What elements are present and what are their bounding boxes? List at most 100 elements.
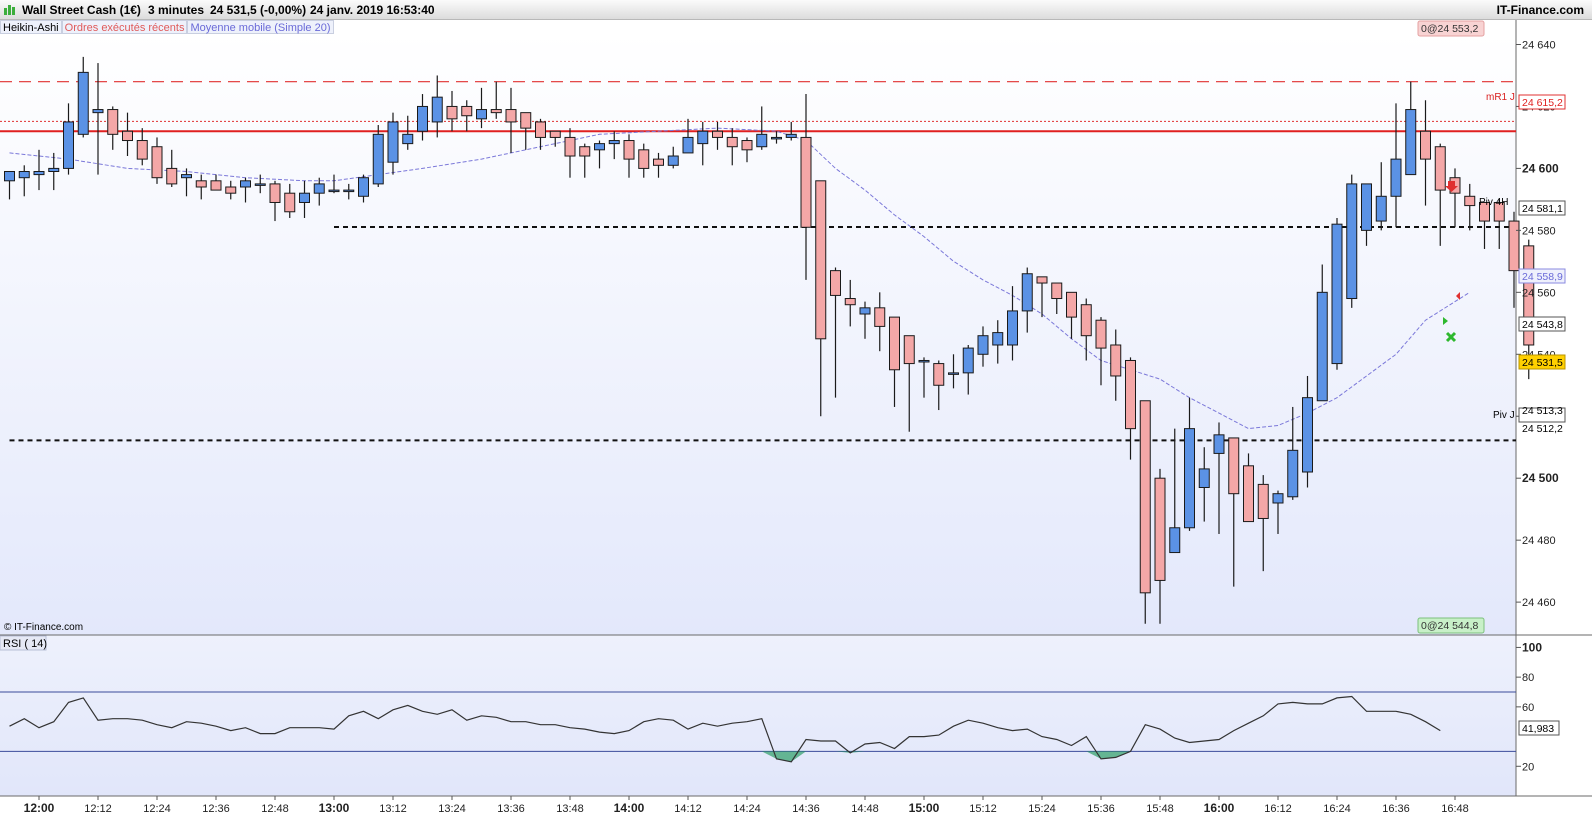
svg-text:24 513,3: 24 513,3 <box>1522 405 1563 417</box>
candle-body <box>948 372 959 375</box>
candle-body <box>284 192 296 213</box>
sell-marker-icon[interactable] <box>1456 292 1460 300</box>
legend-orders[interactable]: Ordres exécutés récents <box>61 20 188 34</box>
candle-body <box>1375 195 1387 222</box>
last-price-tag: 24 531,5 <box>1518 354 1566 370</box>
time-tick-label: 16:00 <box>1204 801 1235 815</box>
chart-icon <box>4 5 15 15</box>
candle-body <box>107 109 119 135</box>
rsi-plot-area[interactable] <box>0 635 1516 796</box>
candle-body <box>1021 273 1033 312</box>
candle-body <box>1095 319 1107 349</box>
candle-body <box>431 96 443 123</box>
time-tick-label: 12:48 <box>261 803 289 815</box>
price-tick-label: 24 620 <box>1522 101 1556 113</box>
sell-arrow-icon[interactable] <box>1445 181 1458 192</box>
candle-body <box>1243 465 1254 523</box>
candle-body <box>1080 304 1092 337</box>
price-tick-label: 24 600 <box>1522 161 1559 175</box>
candle-body <box>903 335 915 365</box>
buy-marker-icon[interactable] <box>1443 317 1448 325</box>
price-plot-area[interactable] <box>0 34 1516 635</box>
candle-body <box>1302 397 1313 473</box>
close-order-icon[interactable] <box>1445 331 1457 343</box>
candle-body <box>402 133 414 145</box>
candle-body <box>1198 468 1210 488</box>
time-tick-label: 12:24 <box>143 803 171 815</box>
time-tick-label: 12:12 <box>84 803 112 815</box>
candle-body <box>1390 158 1402 197</box>
price-axis: 24 640 24 620 24 600 24 580 24 560 24 540 24 5… <box>1516 39 1559 609</box>
candle-body <box>1316 291 1328 402</box>
candle-body <box>653 158 664 166</box>
candle-body <box>638 149 650 169</box>
legend-moving-average[interactable]: Moyenne mobile (Simple 20) <box>187 20 334 34</box>
candle-body <box>697 130 709 145</box>
candle-body <box>815 180 827 340</box>
candle-body <box>136 140 148 160</box>
candle-body <box>933 363 945 386</box>
candle-body <box>476 109 487 120</box>
price-tick-label: 24 580 <box>1522 225 1556 237</box>
time-tick-label: 12:36 <box>202 803 230 815</box>
rsi-label-box[interactable]: RSI ( 14) <box>0 635 47 651</box>
svg-text:24 531,5: 24 531,5 <box>1522 357 1563 369</box>
candle-body <box>1361 183 1372 231</box>
candle-body <box>151 146 163 179</box>
time-tick-label: 13:00 <box>319 801 350 815</box>
candle-body <box>549 130 561 138</box>
candle-body <box>1508 220 1520 272</box>
candle-body <box>1272 493 1284 504</box>
rsi-oversold-fill <box>761 751 806 762</box>
time-tick-label: 16:48 <box>1441 803 1469 815</box>
candle-body <box>195 180 207 188</box>
legend-heikin-ashi[interactable]: Heikin-Ashi <box>0 20 62 34</box>
candle-body <box>181 174 192 179</box>
candle-body <box>535 121 546 138</box>
price-tick-label: 24 640 <box>1522 39 1556 51</box>
candle-body <box>48 167 60 173</box>
rsi-oversold-fill <box>1086 751 1131 759</box>
price-tick-label: 24 480 <box>1522 535 1556 547</box>
candles <box>4 56 1535 624</box>
candle-body <box>712 130 723 138</box>
time-tick-label: 13:12 <box>379 803 407 815</box>
time-tick-label: 13:36 <box>497 803 525 815</box>
candle-body <box>1287 449 1299 498</box>
candle-body <box>1405 109 1417 176</box>
candle-body <box>785 133 797 138</box>
price-tick-label: 24 460 <box>1522 597 1556 609</box>
rsi-line <box>9 695 1441 763</box>
candle-body <box>992 332 1004 346</box>
level-lines <box>0 81 1516 442</box>
top-position-badge[interactable]: 0@24 553,2 <box>1417 20 1485 37</box>
candle-body <box>210 180 222 191</box>
candle-body <box>387 121 399 163</box>
time-tick-label: 13:24 <box>438 803 466 815</box>
instrument-name: Wall Street Cash (1€) <box>22 3 141 17</box>
price-tick-label: 24 520 <box>1522 411 1556 423</box>
candle-body <box>417 105 428 132</box>
rsi-oversold-fill <box>835 751 865 753</box>
candle-body <box>77 71 89 135</box>
rsi-tick-label: 20 <box>1522 761 1534 773</box>
candle-body <box>1066 291 1077 318</box>
timeframe-label[interactable]: 3 minutes <box>148 3 205 17</box>
candle-body <box>505 109 517 123</box>
rsi-value-tag: 41,983 <box>1518 720 1560 736</box>
candle-body <box>166 167 178 185</box>
time-tick-label: 13:48 <box>556 803 584 815</box>
price-tick-label: 24 500 <box>1522 471 1559 485</box>
bottom-position-badge[interactable]: 0@24 544,8 <box>1417 617 1485 634</box>
candle-body <box>726 136 738 148</box>
candle-body <box>343 189 355 193</box>
time-tick-label: 16:12 <box>1264 803 1292 815</box>
top-badge-text: 0@24 553,2 <box>1421 23 1479 35</box>
time-tick-label: 14:48 <box>851 803 879 815</box>
candle-body <box>225 186 237 194</box>
candle-body <box>1523 245 1535 346</box>
pivj-value-tag: 24 513,3 24 512,2 <box>1518 405 1566 435</box>
candle-body <box>63 121 74 169</box>
time-tick-label: 14:24 <box>733 803 761 815</box>
